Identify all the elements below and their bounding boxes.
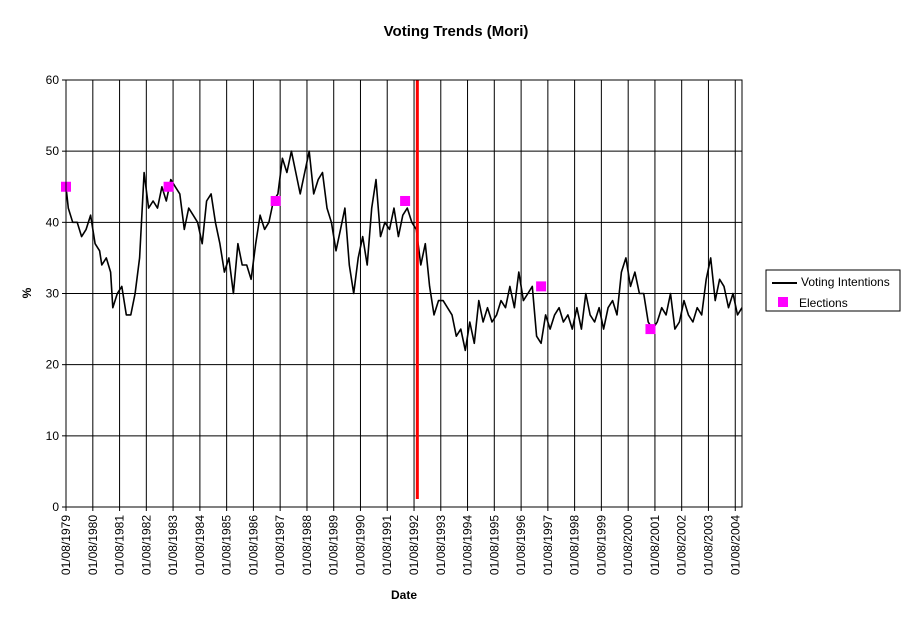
chart-title: Voting Trends (Mori) xyxy=(384,23,529,40)
y-tick-label: 30 xyxy=(46,287,60,301)
x-tick-label: 01/08/2000 xyxy=(621,515,635,575)
election-point xyxy=(645,324,656,335)
x-tick-label: 01/08/1993 xyxy=(434,515,448,575)
x-tick-label: 01/08/1979 xyxy=(59,515,73,575)
x-tick-label: 01/08/1989 xyxy=(327,515,341,575)
x-tick-label: 01/08/1981 xyxy=(113,515,127,575)
y-axis-label: % xyxy=(20,287,34,298)
x-tick-label: 01/08/1984 xyxy=(193,515,207,575)
x-tick-label: 01/08/1980 xyxy=(86,515,100,575)
x-tick-label: 01/08/1997 xyxy=(541,515,555,575)
x-tick-label: 01/08/1985 xyxy=(220,515,234,575)
x-tick-label: 01/08/1986 xyxy=(246,515,260,575)
legend: Voting Intentions Elections xyxy=(765,269,901,312)
y-tick-label: 20 xyxy=(46,358,60,372)
x-tick-label: 01/08/2004 xyxy=(728,515,742,575)
y-tick-label: 10 xyxy=(46,429,60,443)
gridlines xyxy=(65,79,742,508)
x-tick-label: 01/08/1999 xyxy=(594,515,608,575)
x-tick-label: 01/08/2003 xyxy=(701,515,715,575)
voting-intentions-line xyxy=(65,150,743,352)
x-tick-label: 01/08/1991 xyxy=(380,515,394,575)
x-axis-ticks: 01/08/1979 01/08/1980 01/08/1981 01/08/1982… xyxy=(59,507,742,575)
legend-label-elections: Elections xyxy=(799,296,848,310)
x-tick-label: 01/08/1983 xyxy=(166,515,180,575)
x-tick-label: 01/08/1982 xyxy=(139,515,153,575)
election-point xyxy=(400,195,411,206)
x-tick-label: 01/08/1988 xyxy=(300,515,314,575)
legend-label-voting-intentions: Voting Intentions xyxy=(801,275,890,289)
legend-box xyxy=(765,269,901,312)
x-tick-label: 01/08/1998 xyxy=(568,515,582,575)
y-tick-label: 40 xyxy=(46,215,60,229)
election-point xyxy=(270,195,281,206)
x-tick-label: 01/08/1990 xyxy=(353,515,367,575)
y-axis-ticks: 0 10 20 30 40 50 60 xyxy=(46,73,66,514)
x-tick-label: 01/08/1996 xyxy=(514,515,528,575)
x-tick-label: 01/08/1992 xyxy=(407,515,421,575)
series-line-layer xyxy=(65,150,743,352)
y-tick-label: 60 xyxy=(46,73,60,87)
x-tick-label: 01/08/1987 xyxy=(273,515,287,575)
x-tick-label: 01/08/1995 xyxy=(487,515,501,575)
x-axis-label: Date xyxy=(391,588,417,602)
legend-marker-swatch xyxy=(778,297,788,307)
y-tick-label: 0 xyxy=(52,500,59,514)
x-tick-label: 01/08/1994 xyxy=(461,515,475,575)
x-tick-label: 01/08/2001 xyxy=(648,515,662,575)
x-tick-label: 01/08/2002 xyxy=(675,515,689,575)
election-point xyxy=(163,181,174,192)
y-tick-label: 50 xyxy=(46,144,60,158)
election-point xyxy=(536,281,547,292)
